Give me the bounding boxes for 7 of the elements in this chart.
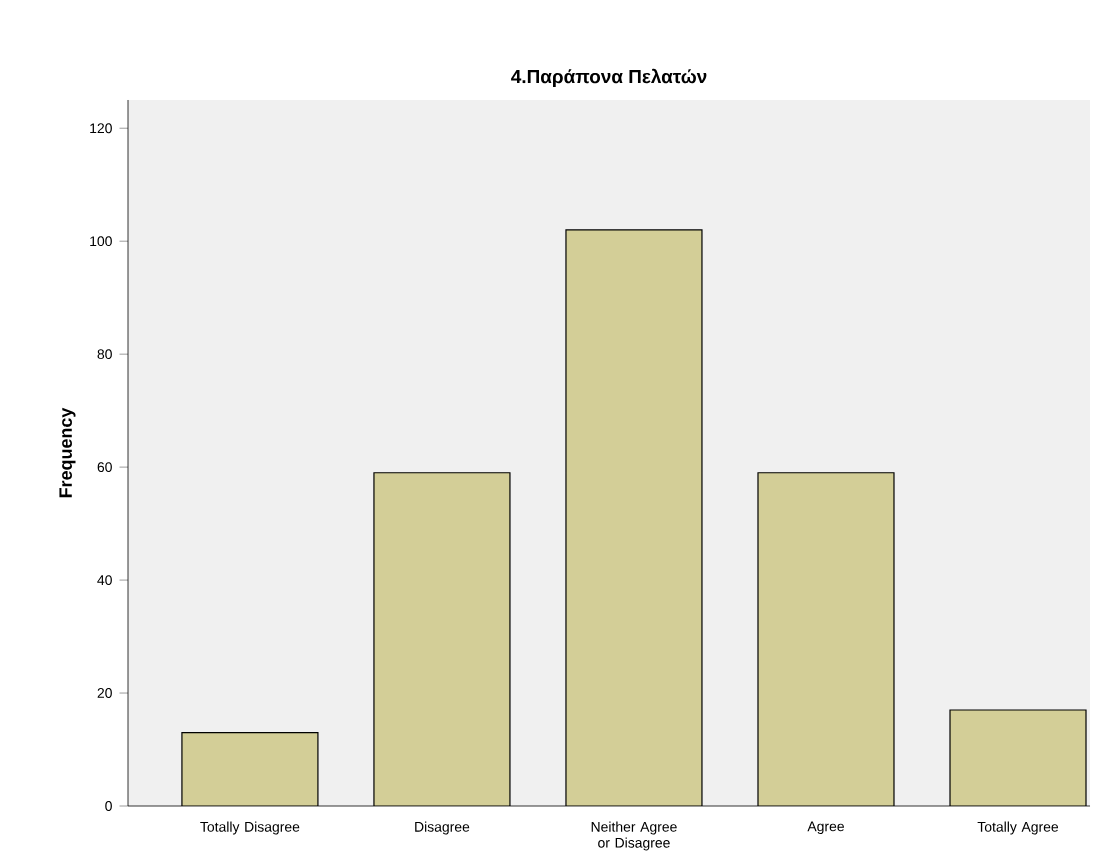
bar xyxy=(949,709,1087,806)
y-axis-title: Frequency xyxy=(59,407,76,498)
bar xyxy=(181,732,318,806)
bar xyxy=(373,472,510,806)
bar xyxy=(757,472,894,806)
chart-title: 4.Παράπονα Πελατών xyxy=(511,68,707,87)
bar xyxy=(565,229,702,806)
